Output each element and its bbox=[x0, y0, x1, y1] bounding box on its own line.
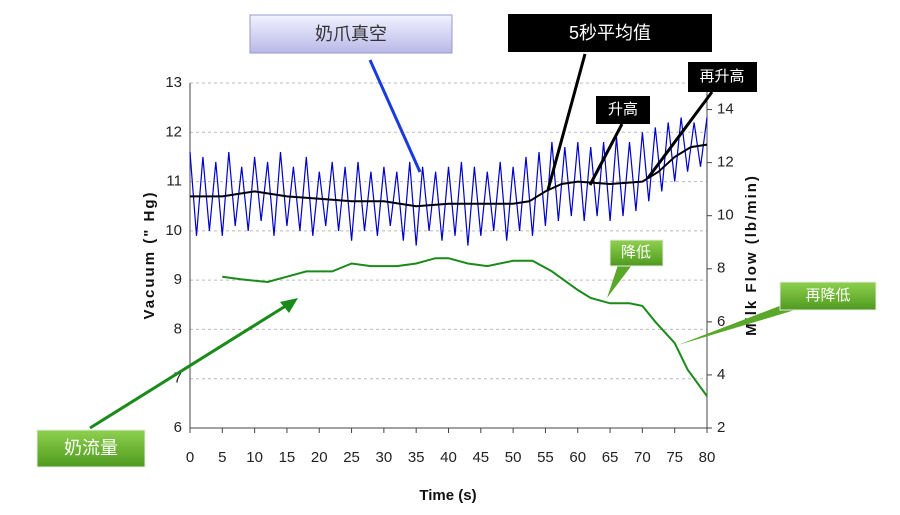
x-tick-label: 70 bbox=[634, 449, 651, 466]
y-tick-label: 6 bbox=[174, 419, 182, 436]
y2-tick-label: 12 bbox=[717, 154, 734, 171]
annotation-box bbox=[596, 96, 650, 124]
annotation-box bbox=[508, 14, 712, 52]
y2-tick-label: 8 bbox=[717, 260, 725, 277]
y2-tick-label: 2 bbox=[717, 419, 725, 436]
arrow bbox=[546, 53, 587, 191]
series-line bbox=[189, 117, 708, 246]
x-tick-label: 20 bbox=[311, 449, 328, 466]
y-tick-label: 9 bbox=[174, 271, 182, 288]
series-line bbox=[190, 143, 708, 208]
x-tick-label: 25 bbox=[343, 449, 360, 466]
annotation: 5秒平均值 bbox=[569, 23, 651, 43]
x-tick-label: 30 bbox=[376, 449, 393, 466]
annotation-box bbox=[688, 62, 757, 92]
callout-pointer bbox=[678, 300, 795, 345]
y-tick-label: 13 bbox=[165, 74, 182, 91]
y2-tick-label: 10 bbox=[717, 207, 734, 224]
x-tick-label: 50 bbox=[505, 449, 522, 466]
annotation: 再升高 bbox=[699, 68, 744, 85]
callout-pointer bbox=[607, 265, 632, 298]
y-tick-label: 11 bbox=[166, 173, 182, 190]
arrow bbox=[646, 91, 714, 179]
annotation: 再降低 bbox=[805, 287, 850, 304]
x-tick-label: 55 bbox=[537, 449, 554, 466]
y-tick-label: 12 bbox=[165, 123, 182, 140]
x-tick-label: 15 bbox=[279, 449, 296, 466]
annotation: 降低 bbox=[621, 244, 651, 261]
arrow-head bbox=[280, 298, 298, 313]
plot-area: 6 7 8 9 10 11 12 13 2 4 6 8 10 12 14 0 5 10 15 20 25 30 35 40 45… bbox=[165, 74, 733, 466]
y2-tick-label: 6 bbox=[717, 313, 725, 330]
x-tick-label: 75 bbox=[666, 449, 683, 466]
arrow bbox=[368, 59, 422, 173]
x-tick-label: 0 bbox=[186, 449, 194, 466]
annotation-box bbox=[249, 14, 453, 54]
annotation-box bbox=[779, 281, 877, 311]
annotation-box bbox=[609, 239, 664, 267]
x-tick-label: 10 bbox=[246, 449, 263, 466]
y-tick-label: 7 bbox=[174, 370, 182, 387]
arrow bbox=[588, 123, 624, 186]
annotation: 奶爪真空 bbox=[315, 24, 387, 44]
x-tick-label: 45 bbox=[472, 449, 489, 466]
y-tick-label: 8 bbox=[174, 320, 182, 337]
x-tick-label: 40 bbox=[440, 449, 457, 466]
annotation-box bbox=[36, 429, 146, 468]
y2-axis-title: Milk Flow (lb/min) bbox=[743, 174, 760, 336]
x-tick-label: 65 bbox=[602, 449, 619, 466]
x-tick-label: 60 bbox=[569, 449, 586, 466]
annotations: 奶爪真空 5秒平均值 升高 再升高 降低 再降低 奶流量 bbox=[36, 14, 877, 468]
y-tick-label: 10 bbox=[165, 222, 182, 239]
arrow bbox=[89, 300, 293, 430]
y-axis-title: Vacuum (" Hg) bbox=[141, 191, 158, 320]
x-tick-label: 5 bbox=[218, 449, 226, 466]
x-tick-label: 35 bbox=[408, 449, 425, 466]
y2-tick-label: 14 bbox=[717, 101, 734, 118]
series-line bbox=[222, 257, 708, 397]
x-tick-label: 80 bbox=[699, 449, 716, 466]
annotation: 奶流量 bbox=[64, 438, 118, 458]
y2-tick-label: 4 bbox=[717, 366, 725, 383]
annotation: 升高 bbox=[608, 101, 638, 118]
x-axis-title: Time (s) bbox=[419, 487, 476, 504]
